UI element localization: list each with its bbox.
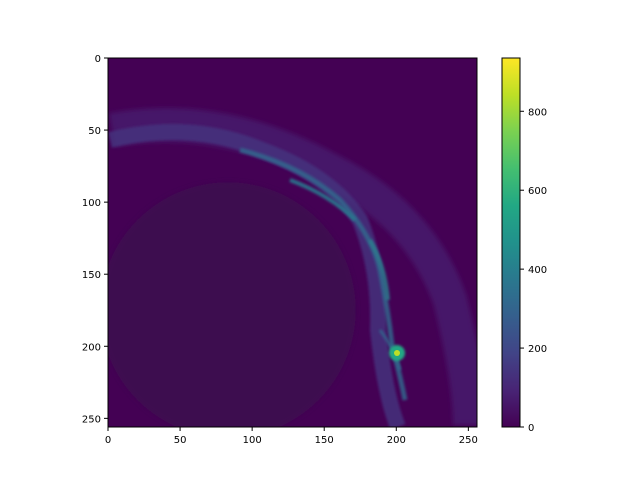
bright-spot: [394, 350, 400, 356]
x-tick-label: 200: [387, 435, 406, 446]
x-tick-label: 0: [105, 435, 111, 446]
colorbar-tick-label: 600: [528, 186, 547, 197]
colorbar-tick-label: 0: [528, 423, 534, 434]
y-tick-label: 200: [82, 342, 101, 353]
x-tick-label: 100: [243, 435, 262, 446]
colorbar-tick-label: 200: [528, 344, 547, 355]
x-tick-label: 150: [315, 435, 334, 446]
y-axis: 0 50 100 150 200 250: [82, 54, 108, 425]
dark-interior-region: [108, 182, 356, 427]
x-tick-label: 50: [174, 435, 187, 446]
y-tick-label: 100: [82, 198, 101, 209]
y-tick-label: 250: [82, 414, 101, 425]
boundary-band-wide: [108, 124, 406, 427]
boundary-band-streak: [289, 178, 357, 222]
y-tick-label: 150: [82, 270, 101, 281]
heatmap-image: [108, 58, 477, 427]
boundary-band-streak-2: [368, 238, 390, 301]
colorbar-tick-label: 400: [528, 265, 547, 276]
y-tick-label: 0: [95, 54, 101, 65]
x-axis: 0 50 100 150 200 250: [105, 427, 478, 446]
y-tick-label: 50: [88, 126, 101, 137]
x-tick-label: 250: [459, 435, 478, 446]
colorbar: [501, 57, 521, 428]
colorbar-axis: 0 200 400 600 800: [520, 107, 547, 434]
plot-frame: [107, 57, 478, 428]
colorbar-tick-label: 800: [528, 107, 547, 118]
